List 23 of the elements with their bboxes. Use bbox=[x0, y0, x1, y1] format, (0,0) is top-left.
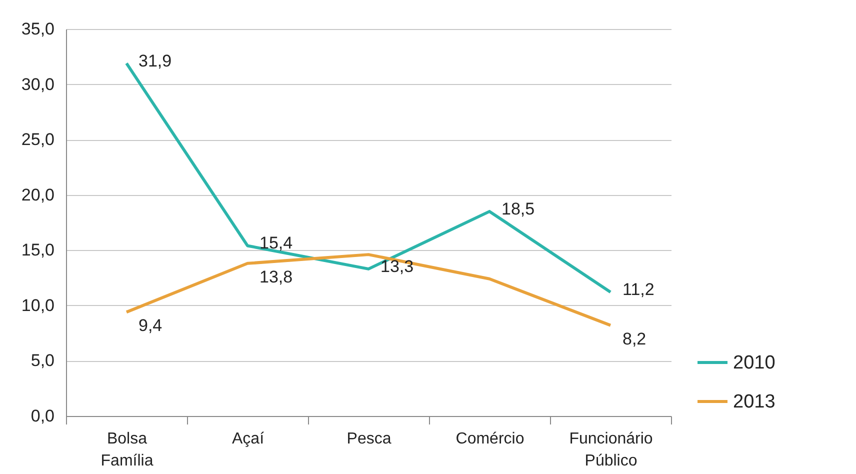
x-tick-label: Bolsa Família bbox=[100, 430, 154, 470]
x-tick-label: Açaí bbox=[232, 430, 265, 448]
data-label: 13,8 bbox=[260, 267, 293, 286]
x-tick-label: Comércio bbox=[456, 430, 524, 448]
x-tick-label: Funcionário Público bbox=[569, 430, 653, 470]
y-tick-label: 20,0 bbox=[21, 185, 54, 204]
x-tick-label: Pesca bbox=[346, 430, 392, 448]
data-label: 18,5 bbox=[502, 199, 535, 218]
y-tick-label: 0,0 bbox=[30, 406, 54, 426]
y-tick-label: 25,0 bbox=[21, 130, 54, 150]
y-tick-label: 15,0 bbox=[21, 240, 54, 260]
data-label: 11,2 bbox=[622, 280, 654, 300]
data-label: 15,4 bbox=[260, 234, 293, 253]
data-label: 9,4 bbox=[138, 316, 162, 336]
legend-label: 2010 bbox=[733, 352, 776, 374]
y-tick-label: 10,0 bbox=[21, 296, 54, 315]
y-tick-label: 5,0 bbox=[30, 351, 54, 370]
y-tick-label: 30,0 bbox=[21, 74, 54, 94]
y-tick-label: 35,0 bbox=[21, 20, 54, 38]
data-label: 31,9 bbox=[138, 51, 172, 70]
data-label: 8,2 bbox=[622, 329, 646, 348]
legend-label: 2013 bbox=[733, 392, 776, 412]
data-label: 13,3 bbox=[380, 256, 414, 276]
